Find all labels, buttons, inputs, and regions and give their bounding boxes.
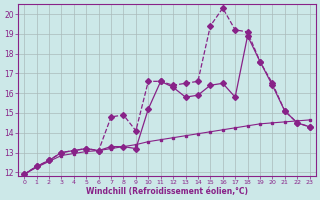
X-axis label: Windchill (Refroidissement éolien,°C): Windchill (Refroidissement éolien,°C) xyxy=(86,187,248,196)
